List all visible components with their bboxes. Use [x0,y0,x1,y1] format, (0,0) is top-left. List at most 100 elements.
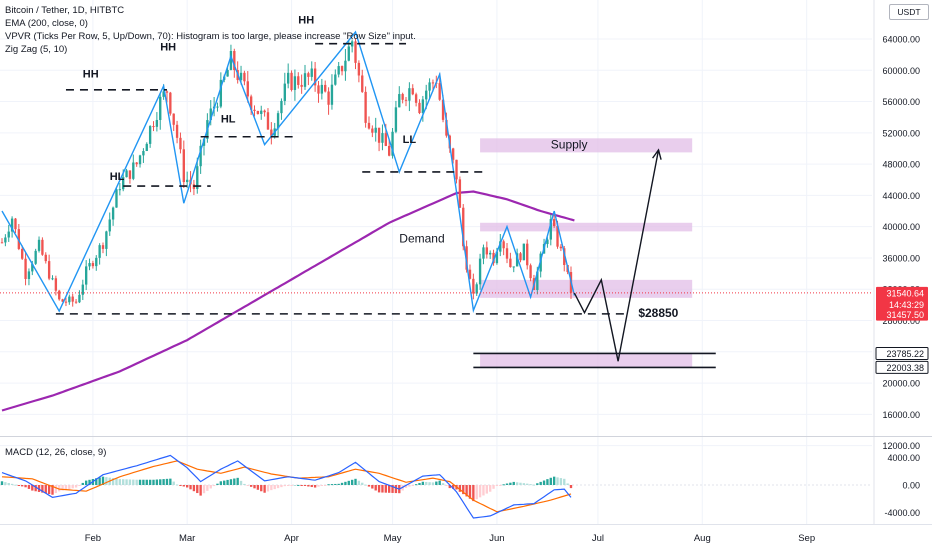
candle-body [515,253,519,267]
time-axis-label: Sep [798,533,815,544]
sr-zone [480,353,693,368]
macd-histogram-bar [492,485,495,489]
macd-histogram-bar [566,483,569,485]
time-axis-label: May [384,533,402,544]
macd-histogram-bar [384,485,387,493]
candle-body [357,62,361,76]
candle-body [41,239,44,255]
price-tag-value: 22003.38 [886,363,924,373]
macd-histogram-bar [115,478,118,485]
macd-histogram-bar [47,485,51,495]
macd-histogram-bar [202,485,206,494]
candle-body [27,271,31,279]
projection-arrowhead [652,148,662,160]
candle-body [297,76,300,85]
candle-body [519,253,522,261]
candle-body [239,72,243,81]
macd-histogram-bar [54,485,58,494]
macd-histogram-bar [552,476,556,485]
candle-body [502,241,505,249]
macd-histogram-bar [515,482,519,485]
candle-body [347,46,350,61]
candle-body [404,99,408,101]
zigzag-legend[interactable]: Zig Zag (5, 10) [5,44,68,55]
macd-histogram-bar [505,483,509,485]
candle-body [21,248,24,259]
macd-histogram-bar [105,477,108,485]
candle-body [280,100,283,114]
price-tag-value: 31457.50 [886,310,924,320]
candle-body [172,113,175,125]
candle-body [337,66,340,75]
macd-histogram-bar [169,478,172,485]
candle-body [71,296,74,302]
demand-label: Demand [399,231,444,245]
symbol-title[interactable]: Bitcoin / Tether, 1D, HITBTC [5,5,125,16]
macd-histogram-bar [529,484,532,486]
candle-body [344,60,347,72]
price-tick-label: 40000.00 [882,222,920,232]
candle-body [509,258,512,268]
candle-body [425,90,428,100]
macd-histogram-bar [512,481,515,485]
macd-histogram-bar [377,485,381,493]
candle-body [451,148,455,160]
macd-histogram-bar [192,485,196,492]
candle-body [462,207,465,247]
candle-body [24,258,27,279]
candle-body [233,51,236,71]
macd-histogram-bar [313,485,317,488]
candle-body [384,133,387,146]
candle-body [152,126,155,128]
ema-legend[interactable]: EMA (200, close, 0) [5,18,88,29]
candle-body [105,231,108,249]
macd-histogram-bar [340,482,344,485]
macd-histogram-bar [249,485,253,487]
currency-unit-label[interactable]: USDT [889,4,929,20]
candle-body [411,88,414,95]
price-tick-label: 36000.00 [882,253,920,263]
price-tag-value: 31540.64 [886,288,924,298]
candle-body [185,179,189,183]
candle-body [371,128,374,133]
candle-body [431,82,435,84]
candle-body [361,75,364,92]
candle-body [374,127,377,133]
macd-histogram-bar [135,479,138,485]
vpvr-legend[interactable]: VPVR (Ticks Per Row, 5, Up/Down, 70): Hi… [5,31,416,42]
macd-histogram-bar [276,485,280,489]
macd-histogram-bar [350,479,354,485]
macd-histogram-bar [78,485,81,486]
candle-body [68,296,71,303]
candle-body [44,254,47,262]
candle-body [165,91,169,93]
candle-body [98,245,101,258]
macd-histogram-bar [206,485,209,491]
candle-body [398,94,401,108]
candle-body [489,252,492,255]
macd-histogram-bar [51,485,54,495]
candle-body [101,245,105,249]
macd-histogram-bar [283,485,286,487]
candle-body [499,241,502,252]
macd-histogram-bar [381,485,384,493]
macd-histogram-bar [482,485,485,496]
macd-histogram-bar [226,479,229,485]
macd-histogram-bar [337,483,340,485]
price-tag [876,308,928,321]
macd-histogram-bar [44,485,47,494]
candle-body [169,92,172,114]
time-axis-label: Apr [284,533,299,544]
pane-separator[interactable] [0,436,932,437]
macd-histogram-bar [546,479,549,485]
macd-legend[interactable]: MACD (12, 26, close, 9) [5,447,107,458]
candle-body [327,91,330,105]
macd-histogram-bar [536,483,539,485]
macd-histogram-bar [196,485,199,494]
macd-histogram-bar [125,479,128,485]
macd-histogram-bar [212,485,216,487]
price-tick-label: 52000.00 [882,128,920,138]
candle-body [455,159,458,180]
candle-body [475,284,478,294]
